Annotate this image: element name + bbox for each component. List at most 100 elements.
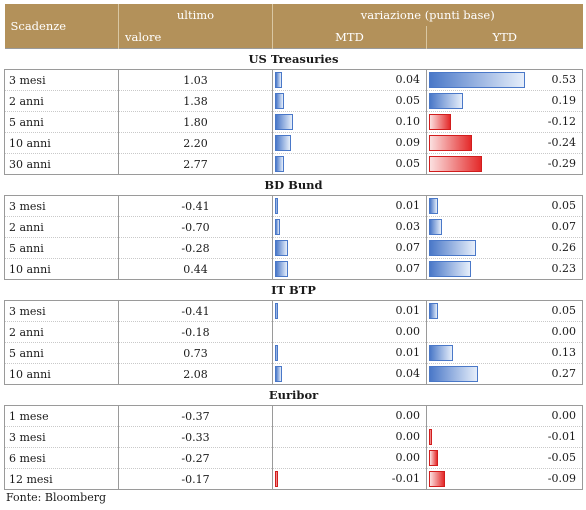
table-row: 2 anni -0.18 0.00 0.00 xyxy=(4,321,584,343)
maturity-label: 1 mese xyxy=(4,405,119,427)
table-row: 10 anni 2.20 0.09 -0.24 xyxy=(4,132,584,154)
mtd-value: 0.09 xyxy=(395,136,421,149)
mtd-value: 0.00 xyxy=(395,451,421,464)
mtd-value: 0.01 xyxy=(395,304,421,317)
mtd-cell: 0.10 xyxy=(272,111,427,133)
maturity-label: 3 mesi xyxy=(4,426,119,448)
mtd-value: 0.00 xyxy=(395,409,421,422)
ytd-cell: 0.19 xyxy=(426,90,584,112)
maturity-label: 6 mesi xyxy=(4,447,119,469)
mtd-cell: 0.03 xyxy=(272,216,427,238)
header-ytd: YTD xyxy=(425,26,583,49)
table-row: 2 anni -0.70 0.03 0.07 xyxy=(4,216,584,238)
group-row-bd-bund: BD Bund xyxy=(4,174,583,196)
last-value: 0.44 xyxy=(118,258,273,280)
ytd-bar xyxy=(429,303,439,319)
ytd-bar xyxy=(429,261,471,277)
mtd-value: 0.07 xyxy=(395,262,421,275)
mtd-value: 0.05 xyxy=(395,94,421,107)
last-value: -0.18 xyxy=(118,321,273,343)
header-ultimo-line2: valore xyxy=(118,26,273,49)
last-value: 1.03 xyxy=(118,69,273,91)
maturity-label: 3 mesi xyxy=(4,69,119,91)
ytd-value: 0.05 xyxy=(551,199,577,212)
ytd-cell: 0.00 xyxy=(426,405,584,427)
mtd-value: 0.10 xyxy=(395,115,421,128)
mtd-cell: 0.00 xyxy=(272,426,427,448)
ytd-value: 0.05 xyxy=(551,304,577,317)
mtd-bar xyxy=(275,198,278,214)
table-row: 10 anni 0.44 0.07 0.23 xyxy=(4,258,584,280)
ytd-value: 0.23 xyxy=(551,262,577,275)
mtd-cell: 0.07 xyxy=(272,258,427,280)
ytd-value: 0.19 xyxy=(551,94,577,107)
table-row: 3 mesi -0.41 0.01 0.05 xyxy=(4,195,584,217)
last-value: 2.20 xyxy=(118,132,273,154)
header-ultimo-line1: ultimo xyxy=(118,4,273,26)
last-value: -0.37 xyxy=(118,405,273,427)
table-row: 6 mesi -0.27 0.00 -0.05 xyxy=(4,447,584,469)
table-body: US Treasuries 3 mesi 1.03 0.04 0.53 2 anni 1.3… xyxy=(4,48,584,490)
last-value: 2.08 xyxy=(118,363,273,385)
maturity-label: 30 anni xyxy=(4,153,119,175)
ytd-bar xyxy=(429,471,446,487)
ytd-value: -0.12 xyxy=(547,115,577,128)
last-value: -0.17 xyxy=(118,468,273,490)
maturity-label: 2 anni xyxy=(4,216,119,238)
header-scadenze: Scadenze xyxy=(4,4,119,49)
ytd-cell: 0.05 xyxy=(426,300,584,322)
ytd-bar xyxy=(429,198,439,214)
last-value: -0.41 xyxy=(118,300,273,322)
table-row: 2 anni 1.38 0.05 0.19 xyxy=(4,90,584,112)
ytd-cell: 0.26 xyxy=(426,237,584,259)
mtd-bar xyxy=(275,261,288,277)
ytd-cell: -0.05 xyxy=(426,447,584,469)
mtd-value: 0.07 xyxy=(395,241,421,254)
group-row-euribor: Euribor xyxy=(4,384,583,406)
mtd-cell: 0.09 xyxy=(272,132,427,154)
table-row: 5 anni 1.80 0.10 -0.12 xyxy=(4,111,584,133)
header-mtd: MTD xyxy=(272,26,427,49)
mtd-value: -0.01 xyxy=(391,472,420,485)
maturity-label: 5 anni xyxy=(4,342,119,364)
rates-table: Scadenze ultimo variazione (punti base) … xyxy=(4,4,584,490)
mtd-bar xyxy=(275,93,285,109)
ytd-cell: -0.09 xyxy=(426,468,584,490)
table-row: 10 anni 2.08 0.04 0.27 xyxy=(4,363,584,385)
ytd-value: 0.00 xyxy=(551,325,577,338)
mtd-bar xyxy=(275,156,285,172)
ytd-value: 0.00 xyxy=(551,409,577,422)
table-row: 3 mesi -0.41 0.01 0.05 xyxy=(4,300,584,322)
mtd-cell: 0.01 xyxy=(272,195,427,217)
ytd-value: 0.26 xyxy=(551,241,577,254)
ytd-bar xyxy=(429,135,473,151)
ytd-value: -0.05 xyxy=(547,451,577,464)
mtd-value: 0.04 xyxy=(395,73,421,86)
ytd-cell: 0.00 xyxy=(426,321,584,343)
ytd-cell: 0.05 xyxy=(426,195,584,217)
ytd-value: 0.07 xyxy=(551,220,577,233)
ytd-cell: 0.07 xyxy=(426,216,584,238)
mtd-value: 0.03 xyxy=(395,220,421,233)
mtd-value: 0.04 xyxy=(395,367,421,380)
maturity-label: 2 anni xyxy=(4,90,119,112)
header-row-1: Scadenze ultimo variazione (punti base) xyxy=(4,4,583,49)
ytd-cell: 0.13 xyxy=(426,342,584,364)
mtd-bar xyxy=(275,240,288,256)
last-value: -0.70 xyxy=(118,216,273,238)
ytd-bar xyxy=(429,240,477,256)
last-value: 0.73 xyxy=(118,342,273,364)
maturity-label: 10 anni xyxy=(4,258,119,280)
ytd-value: 0.27 xyxy=(551,367,577,380)
mtd-cell: 0.05 xyxy=(272,153,427,175)
maturity-label: 2 anni xyxy=(4,321,119,343)
last-value: -0.41 xyxy=(118,195,273,217)
table-row: 30 anni 2.77 0.05 -0.29 xyxy=(4,153,584,175)
last-value: 1.80 xyxy=(118,111,273,133)
ytd-cell: -0.01 xyxy=(426,426,584,448)
ytd-bar xyxy=(429,72,525,88)
table-row: 3 mesi 1.03 0.04 0.53 xyxy=(4,69,584,91)
table-row: 12 mesi -0.17 -0.01 -0.09 xyxy=(4,468,584,490)
mtd-value: 0.05 xyxy=(395,157,421,170)
last-value: -0.28 xyxy=(118,237,273,259)
